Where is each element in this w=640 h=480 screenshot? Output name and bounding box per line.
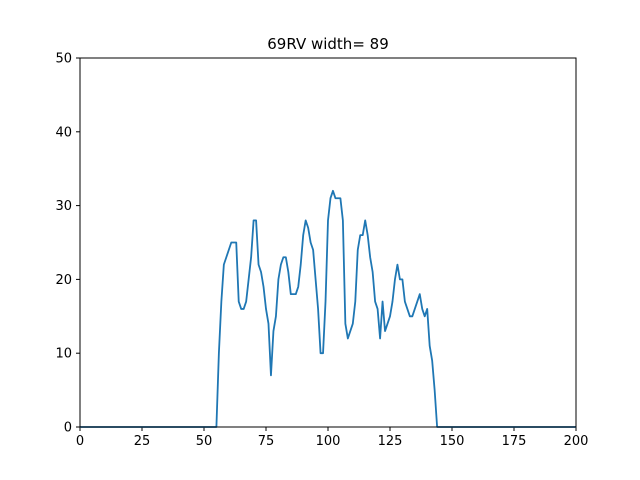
y-tick-label: 0 <box>64 421 72 436</box>
axis-ticks: 0 25 50 75 100 125 150 175 200 0 10 20 30 40 50 <box>55 52 588 450</box>
y-tick-label: 50 <box>55 52 72 67</box>
x-tick-label: 175 <box>502 434 527 449</box>
x-tick-label: 150 <box>440 434 465 449</box>
chart-title: 69RV width= 89 <box>267 35 389 53</box>
y-tick-label: 30 <box>55 199 72 214</box>
x-tick-label: 50 <box>196 434 213 449</box>
plot-frame <box>79 57 577 428</box>
x-tick-label: 75 <box>258 434 275 449</box>
y-tick-label: 10 <box>55 347 72 362</box>
x-tick-label: 100 <box>316 434 341 449</box>
x-tick-label: 200 <box>564 434 589 449</box>
x-tick-label: 25 <box>134 434 151 449</box>
x-tick-label: 0 <box>76 434 84 449</box>
y-tick-label: 40 <box>55 125 72 140</box>
series-line <box>80 189 576 428</box>
x-tick-label: 125 <box>378 434 403 449</box>
y-tick-label: 20 <box>55 273 72 288</box>
